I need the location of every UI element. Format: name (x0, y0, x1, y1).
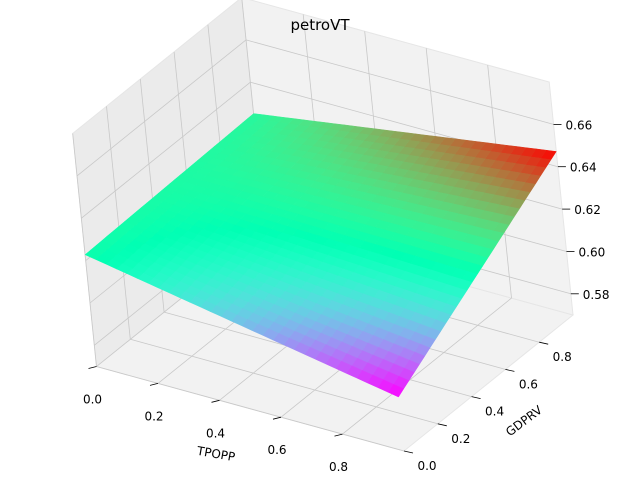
y-tick-label: 0.8 (553, 350, 572, 364)
z-grid-back (245, 39, 554, 125)
z-tick-label: 0.66 (566, 118, 593, 132)
y-tick-label: 0.4 (485, 405, 504, 419)
y-tick-label: 0.2 (451, 432, 470, 446)
x-tick-label: 0.4 (206, 426, 225, 440)
tick-mark (505, 369, 515, 372)
x-tick-label: 0.6 (267, 443, 286, 457)
z-tick-label: 0.58 (583, 288, 610, 302)
surface-patch (84, 249, 102, 260)
tick-mark (272, 416, 282, 420)
tick-labels: 0.0 0.2 0.4 0.6 0.8 0.0 0.2 0.4 0.6 0.8 0.58 0.60 0.… (83, 118, 610, 474)
z-grid-left (81, 81, 251, 219)
surface (84, 113, 557, 398)
tick-mark (149, 383, 159, 386)
tick-marks (88, 124, 579, 454)
y-axis-label: GDPRV (503, 402, 545, 439)
y-grid-floor (130, 338, 438, 425)
tick-mark (437, 423, 447, 427)
y-grid-left (72, 133, 97, 367)
y-tick-label: 0.0 (417, 459, 436, 473)
z-grid-left (76, 39, 247, 177)
x-axis-label: TPOPP (195, 444, 236, 465)
tick-mark (211, 399, 220, 403)
tick-mark (539, 341, 549, 345)
tick-mark (334, 433, 343, 437)
z-tick-label: 0.62 (574, 203, 601, 217)
tick-mark (471, 396, 481, 399)
z-tick-label: 0.60 (579, 246, 606, 260)
chart-title: petroVT (290, 16, 350, 34)
x-tick-label: 0.0 (83, 393, 102, 407)
y-tick-label: 0.6 (519, 377, 538, 391)
x-tick-label: 0.8 (329, 460, 348, 474)
z-tick-label: 0.64 (570, 161, 597, 175)
tick-mark (403, 450, 414, 454)
y-grid-floor (96, 366, 405, 452)
tick-mark (88, 366, 97, 369)
x-tick-label: 0.2 (144, 409, 163, 423)
x-grid-floor (342, 297, 512, 435)
y-grid-left (106, 106, 131, 340)
